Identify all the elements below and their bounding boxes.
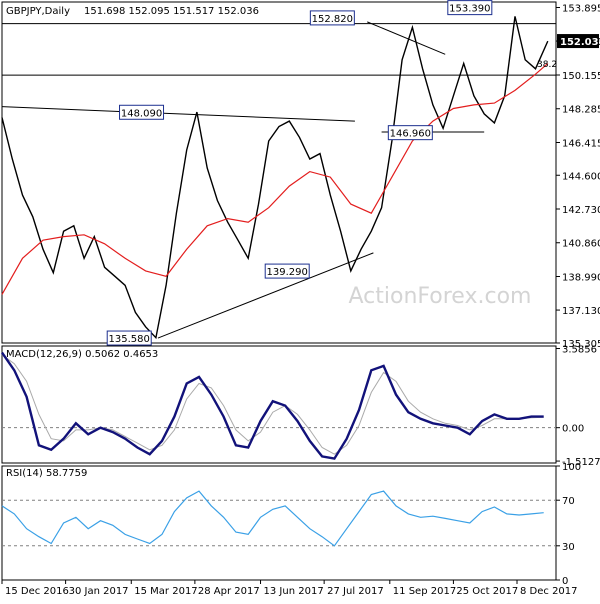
price-label-box (119, 104, 165, 120)
macd-panel-title: MACD(12,26,9) 0.5062 0.4653 (6, 349, 158, 360)
x-tick-label: 15 Dec 2016 (5, 586, 69, 597)
price-series-line (1, 16, 549, 340)
y-tick-label: 137.130 (562, 306, 600, 317)
y-tick-label: 70 (562, 496, 575, 507)
price-label: 135.580 (109, 334, 150, 345)
trendline (367, 21, 446, 55)
y-tick-label: 30 (562, 542, 575, 553)
gridlines (2, 427, 556, 547)
price-label: 153.390 (449, 4, 490, 15)
y-tick-label: 138.990 (562, 272, 600, 283)
x-tick-label: 13 Jun 2017 (264, 586, 324, 597)
macd-panel-frame (1, 345, 557, 464)
price-label-box (264, 263, 310, 279)
x-tick-label: 11 Sep 2017 (393, 586, 456, 597)
price-panel-frame (1, 1, 557, 344)
y-tick-label: 153.895 (562, 4, 600, 15)
price-label: 148.090 (121, 108, 162, 119)
y-tick-label: 140.860 (562, 239, 600, 250)
watermark-text: ActionForex.com (349, 284, 532, 309)
trendline (157, 252, 374, 339)
price-panel: 135.580 148.090 139.290 152.820 146.960 153.3… (1, 0, 557, 346)
x-tick-label: 15 Mar 2017 (134, 586, 197, 597)
y-tick-label: 3.5856 (562, 345, 597, 356)
y-tick-label: 135.305 (562, 339, 600, 350)
rsi-panel (1, 490, 544, 547)
price-label-box (447, 0, 493, 16)
x-tick-label: 30 Jan 2017 (69, 586, 129, 597)
macd-signal-line (1, 354, 544, 455)
rsi-panel-title: RSI(14) 58.7759 (6, 468, 87, 479)
x-tick-label: 28 Apr 2017 (198, 586, 260, 597)
current-price-label: 152.036 (560, 37, 600, 48)
price-panel-title: GBPJPY,Daily (6, 6, 70, 17)
macd-line (1, 351, 544, 460)
fib-level-label: 38.2 (537, 60, 557, 70)
y-tick-label: 142.730 (562, 205, 600, 216)
macd-panel (1, 351, 544, 460)
price-label: 139.290 (267, 267, 308, 278)
rsi-panel-frame (1, 465, 557, 581)
price-label-box (106, 330, 152, 346)
y-tick-label: 0 (562, 576, 568, 587)
trendline (1, 106, 355, 122)
current-price-box (557, 34, 599, 49)
moving-average-line (1, 62, 549, 295)
price-label-box (309, 10, 355, 26)
x-tick-label: 8 Dec 2017 (520, 586, 578, 597)
price-label-box (387, 125, 433, 141)
rsi-line (1, 490, 544, 547)
x-tick-label: 25 Oct 2017 (456, 586, 518, 597)
y-tick-label: 144.600 (562, 171, 600, 182)
y-tick-label: 0.00 (562, 424, 584, 435)
panel-frames (1, 1, 557, 581)
y-tick-label: 148.285 (562, 105, 600, 116)
y-tick-label: 150.155 (562, 71, 600, 82)
y-tick-label: 146.415 (562, 138, 600, 149)
y-tick-label: 100 (562, 462, 581, 473)
price-ohlc-text: 151.698 152.095 151.517 152.036 (84, 6, 259, 17)
y-tick-label: -1.5127 (562, 457, 600, 468)
price-label: 146.960 (390, 129, 431, 140)
x-tick-label: 27 Jul 2017 (327, 586, 384, 597)
axis-labels: 15 Dec 2016 30 Jan 2017 15 Mar 2017 28 Apr … (1, 4, 600, 597)
price-label: 152.820 (312, 14, 353, 25)
